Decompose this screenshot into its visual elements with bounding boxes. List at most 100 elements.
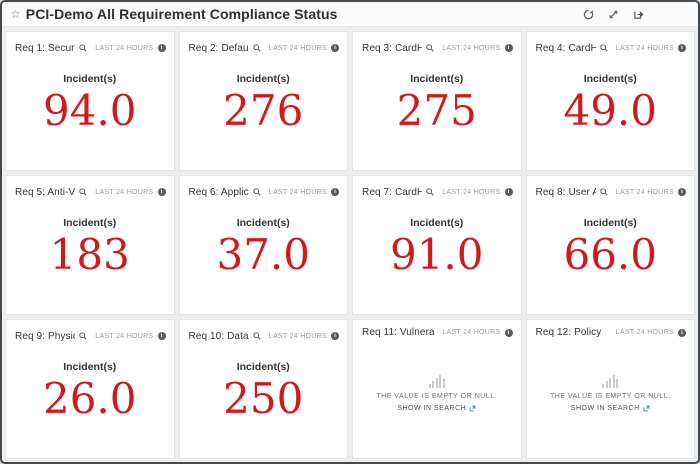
single-value-body: Incident(s) 37.0 [180,201,348,314]
dashboard-panel: Req 11: Vulnerability Testing LAST 24 HO… [352,319,522,459]
external-link-icon [469,405,476,411]
search-icon[interactable] [426,183,434,201]
time-range-label[interactable]: LAST 24 HOURS [95,188,154,196]
show-in-search-label: SHOW IN SEARCH [397,404,467,412]
value-number: 275 [396,86,477,135]
panel-grid: Req 1: Secure Network Mo... LAST 24 HOUR… [2,28,698,462]
value-label: Incident(s) [410,73,464,85]
time-range-label[interactable]: LAST 24 HOURS [95,44,154,52]
single-value-body: Incident(s) 26.0 [6,345,174,458]
dashboard-panel: Req 3: CardHolder Data LAST 24 HOURS i I… [352,31,522,171]
panel-header: Req 10: Data Access LAST 24 HOURS i [180,320,348,345]
info-icon[interactable]: i [331,332,339,340]
refresh-icon[interactable] [583,9,594,20]
info-icon[interactable]: i [157,44,166,52]
time-range-label[interactable]: LAST 24 HOURS [268,332,327,340]
panel-title: Req 10: Data Access [188,330,249,342]
time-range-label[interactable]: LAST 24 HOURS [268,188,327,196]
info-icon[interactable]: i [504,188,513,196]
panel-title: Req 1: Secure Network Mo... [15,42,75,54]
show-in-search-label: SHOW IN SEARCH [570,404,640,412]
info-icon[interactable]: i [678,44,686,52]
info-icon[interactable]: i [331,188,339,196]
time-range-label[interactable]: LAST 24 HOURS [615,188,674,196]
time-range-label[interactable]: LAST 24 HOURS [442,329,501,336]
value-label: Incident(s) [63,73,117,85]
dashboard-panel: Req 6: Application Updates LAST 24 HOURS… [178,175,348,315]
info-icon[interactable]: i [504,328,513,337]
dashboard-panel: Req 1: Secure Network Mo... LAST 24 HOUR… [5,31,175,171]
time-range-label[interactable]: LAST 24 HOURS [615,329,674,336]
dashboard-title: PCI-Demo All Requirement Compliance Stat… [25,6,338,22]
titlebar-actions [583,2,644,26]
search-icon[interactable] [253,327,261,345]
empty-state: THE VALUE IS EMPTY OR NULL. SHOW IN SEAR… [353,338,521,458]
value-number: 26.0 [42,374,137,423]
panel-title: Req 5: Anti-Virus Updates [15,186,76,198]
time-range-label[interactable]: LAST 24 HOURS [615,44,674,52]
time-range-label[interactable]: LAST 24 HOURS [442,188,501,196]
value-number: 49.0 [563,86,657,135]
dashboard-panel: Req 7: CardHolder Access ... LAST 24 HOU… [352,175,522,315]
search-icon[interactable] [79,39,87,57]
single-value-body: Incident(s) 49.0 [527,57,695,170]
panel-title: Req 2: Default Settings M... [188,42,249,54]
info-icon[interactable]: i [157,332,166,340]
search-icon[interactable] [253,183,261,201]
panel-header: Req 8: User Activity LAST 24 HOURS i [527,176,695,201]
search-icon[interactable] [426,39,434,57]
bar-chart-icon [428,374,445,388]
panel-title: Req 7: CardHolder Access ... [362,186,423,198]
search-icon[interactable] [79,327,87,345]
panel-title: Req 6: Application Updates [188,186,249,198]
panel-header: Req 9: Physical Access LAST 24 HOURS i [6,320,174,345]
single-value-body: Incident(s) 66.0 [527,201,695,314]
dashboard-titlebar: ☆ PCI-Demo All Requirement Compliance St… [2,2,698,27]
time-range-label[interactable]: LAST 24 HOURS [442,44,501,52]
value-label: Incident(s) [583,73,637,85]
search-icon[interactable] [79,183,87,201]
dashboard-panel: Req 4: CardHolder Data in ... LAST 24 HO… [525,31,695,171]
panel-header: Req 12: Policy LAST 24 HOURS i [527,320,695,338]
info-icon[interactable]: i [157,188,166,196]
panel-header: Req 3: CardHolder Data LAST 24 HOURS i [353,32,521,57]
value-label: Incident(s) [410,217,464,229]
panel-title: Req 9: Physical Access [15,330,75,342]
panel-header: Req 4: CardHolder Data in ... LAST 24 HO… [527,32,695,57]
value-number: 37.0 [216,230,310,279]
panel-title: Req 4: CardHolder Data in ... [535,42,596,54]
panel-title: Req 12: Policy [535,327,602,338]
show-in-search-link[interactable]: SHOW IN SEARCH [397,405,476,412]
value-number: 91.0 [389,230,484,279]
search-icon[interactable] [253,39,261,57]
time-range-label[interactable]: LAST 24 HOURS [95,332,154,340]
info-icon[interactable]: i [331,44,339,52]
panel-title: Req 3: CardHolder Data [362,42,423,54]
value-label: Incident(s) [236,361,290,373]
dashboard-panel: Req 8: User Activity LAST 24 HOURS i Inc… [525,175,695,315]
show-in-search-link[interactable]: SHOW IN SEARCH [571,405,650,412]
bar-chart-icon [602,374,619,388]
info-icon[interactable]: i [504,44,513,52]
dashboard-panel: Req 10: Data Access LAST 24 HOURS i Inci… [178,319,348,459]
single-value-body: Incident(s) 276 [180,57,348,170]
info-icon[interactable]: i [678,188,686,196]
search-icon[interactable] [600,39,608,57]
value-number: 94.0 [42,86,137,135]
info-icon[interactable]: i [678,328,686,337]
search-icon[interactable] [600,183,608,201]
favorite-star-icon[interactable]: ☆ [10,7,21,21]
external-link-icon [643,405,650,411]
value-label: Incident(s) [583,217,637,229]
dashboard-panel: Req 12: Policy LAST 24 HOURS i THE VALUE… [525,319,695,459]
dashboard-panel: Req 2: Default Settings M... LAST 24 HOU… [178,31,348,171]
single-value-body: Incident(s) 275 [353,57,521,170]
panel-header: Req 6: Application Updates LAST 24 HOURS… [180,176,348,201]
time-range-label[interactable]: LAST 24 HOURS [268,44,327,52]
value-label: Incident(s) [63,361,117,373]
panel-header: Req 7: CardHolder Access ... LAST 24 HOU… [353,176,521,201]
export-icon[interactable] [633,9,644,20]
single-value-body: Incident(s) 91.0 [353,201,521,314]
fullscreen-icon[interactable] [608,9,619,20]
